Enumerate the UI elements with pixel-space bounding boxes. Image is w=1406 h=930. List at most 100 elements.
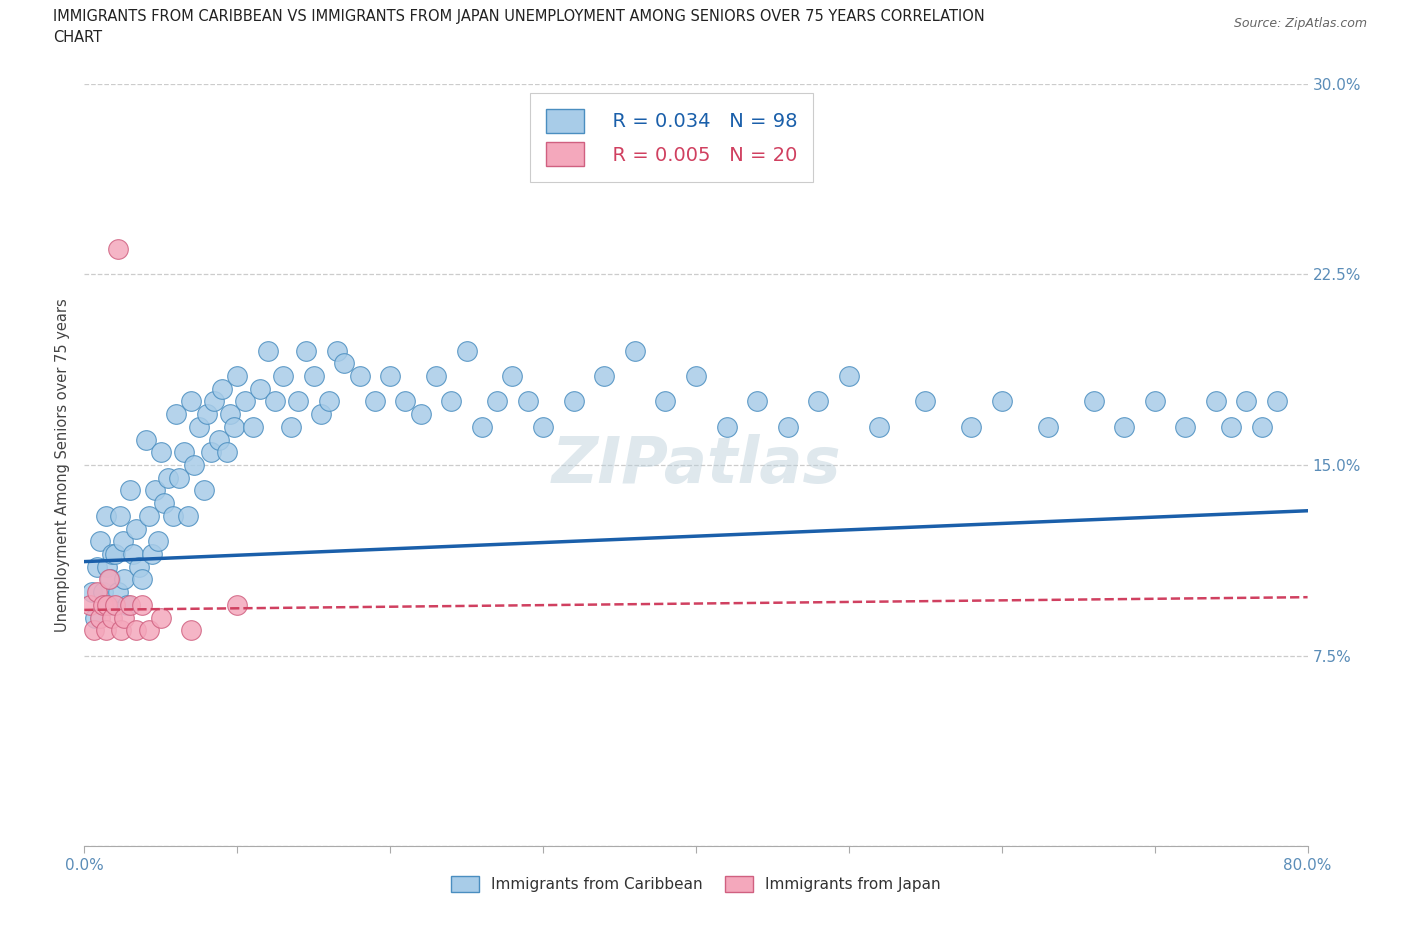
- Point: [394, 394, 416, 409]
- Point: [211, 381, 233, 396]
- Point: [224, 419, 246, 434]
- Point: [226, 368, 249, 383]
- Text: IMMIGRANTS FROM CARIBBEAN VS IMMIGRANTS FROM JAPAN UNEMPLOYMENT AMONG SENIORS OV: IMMIGRANTS FROM CARIBBEAN VS IMMIGRANTS …: [53, 9, 986, 24]
- Point: [593, 368, 616, 383]
- Point: [131, 597, 153, 612]
- Point: [1143, 394, 1166, 409]
- Point: [1205, 394, 1227, 409]
- Point: [456, 343, 478, 358]
- Point: [83, 623, 105, 638]
- Point: [91, 597, 114, 612]
- Point: [167, 471, 190, 485]
- Point: [654, 394, 676, 409]
- Point: [807, 394, 830, 409]
- Point: [193, 483, 215, 498]
- Point: [295, 343, 318, 358]
- Point: [516, 394, 538, 409]
- Point: [215, 445, 238, 459]
- Point: [1250, 419, 1272, 434]
- Point: [716, 419, 738, 434]
- Point: [108, 509, 131, 524]
- Point: [157, 471, 180, 485]
- Point: [257, 343, 280, 358]
- Point: [120, 483, 142, 498]
- Point: [287, 394, 309, 409]
- Point: [98, 572, 121, 587]
- Point: [1114, 419, 1136, 434]
- Point: [838, 368, 860, 383]
- Point: [202, 394, 225, 409]
- Point: [141, 547, 163, 562]
- Point: [96, 559, 118, 574]
- Point: [80, 585, 103, 600]
- Point: [233, 394, 256, 409]
- Point: [149, 445, 172, 459]
- Point: [425, 368, 447, 383]
- Point: [180, 623, 202, 638]
- Point: [131, 572, 153, 587]
- Point: [143, 483, 166, 498]
- Point: [1265, 394, 1288, 409]
- Point: [1220, 419, 1243, 434]
- Point: [333, 356, 356, 371]
- Point: [302, 368, 325, 383]
- Point: [165, 406, 187, 421]
- Point: [869, 419, 891, 434]
- Point: [104, 597, 127, 612]
- Point: [1174, 419, 1197, 434]
- Y-axis label: Unemployment Among Seniors over 75 years: Unemployment Among Seniors over 75 years: [55, 299, 70, 631]
- Point: [364, 394, 387, 409]
- Point: [112, 610, 135, 625]
- Point: [1236, 394, 1258, 409]
- Point: [1036, 419, 1059, 434]
- Point: [188, 419, 211, 434]
- Text: Source: ZipAtlas.com: Source: ZipAtlas.com: [1233, 17, 1367, 30]
- Point: [138, 509, 160, 524]
- Point: [84, 610, 107, 625]
- Point: [107, 585, 129, 600]
- Point: [195, 406, 218, 421]
- Point: [409, 406, 432, 421]
- Point: [177, 509, 200, 524]
- Point: [271, 368, 294, 383]
- Point: [531, 419, 554, 434]
- Point: [562, 394, 585, 409]
- Point: [115, 597, 138, 612]
- Point: [325, 343, 347, 358]
- Point: [107, 242, 129, 257]
- Point: [110, 623, 132, 638]
- Point: [318, 394, 340, 409]
- Point: [218, 406, 240, 421]
- Point: [146, 534, 169, 549]
- Point: [94, 623, 117, 638]
- Point: [86, 585, 108, 600]
- Point: [120, 597, 142, 612]
- Point: [91, 585, 114, 600]
- Point: [776, 419, 799, 434]
- Point: [747, 394, 769, 409]
- Point: [162, 509, 184, 524]
- Point: [960, 419, 983, 434]
- Point: [208, 432, 231, 447]
- Point: [173, 445, 195, 459]
- Point: [486, 394, 509, 409]
- Point: [101, 547, 124, 562]
- Point: [200, 445, 222, 459]
- Point: [180, 394, 202, 409]
- Point: [502, 368, 524, 383]
- Point: [249, 381, 271, 396]
- Point: [264, 394, 287, 409]
- Point: [111, 534, 134, 549]
- Point: [991, 394, 1014, 409]
- Point: [1083, 394, 1105, 409]
- Point: [242, 419, 264, 434]
- Point: [94, 509, 117, 524]
- Point: [128, 559, 150, 574]
- Point: [135, 432, 157, 447]
- Point: [125, 623, 148, 638]
- Text: ZIPatlas: ZIPatlas: [551, 434, 841, 496]
- Point: [125, 521, 148, 536]
- Point: [104, 547, 127, 562]
- Point: [914, 394, 936, 409]
- Point: [440, 394, 463, 409]
